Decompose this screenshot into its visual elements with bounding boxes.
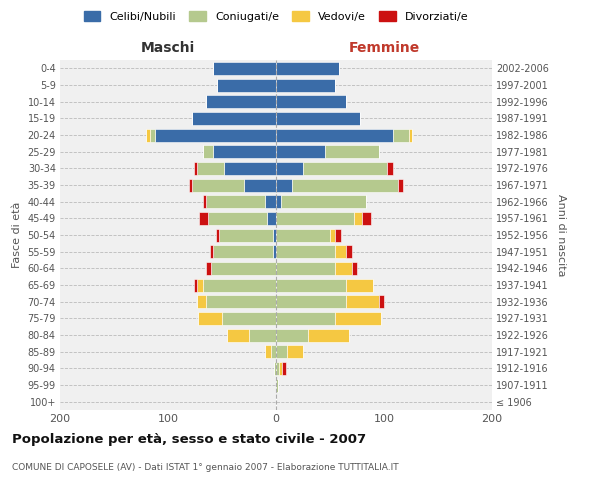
Bar — [281, 195, 365, 208]
Bar — [192, 178, 244, 192]
Bar — [268, 212, 276, 225]
Bar — [276, 145, 325, 158]
Bar — [203, 145, 214, 158]
Bar — [276, 295, 346, 308]
Bar — [244, 178, 276, 192]
Bar — [276, 212, 354, 225]
Bar — [222, 312, 276, 325]
Bar — [274, 362, 276, 375]
Bar — [379, 295, 384, 308]
Bar — [227, 328, 249, 342]
Bar — [276, 362, 279, 375]
Bar — [292, 178, 398, 192]
Bar — [276, 245, 335, 258]
Bar — [335, 262, 352, 275]
Bar — [346, 245, 352, 258]
Y-axis label: Anni di nascita: Anni di nascita — [556, 194, 566, 276]
Bar — [335, 245, 346, 258]
Bar — [276, 312, 335, 325]
Bar — [197, 278, 203, 291]
Bar — [276, 95, 346, 108]
Bar — [276, 378, 278, 392]
Bar — [214, 62, 276, 75]
Text: COMUNE DI CAPOSELE (AV) - Dati ISTAT 1° gennaio 2007 - Elaborazione TUTTITALIA.I: COMUNE DI CAPOSELE (AV) - Dati ISTAT 1° … — [12, 462, 398, 471]
Bar — [155, 128, 276, 141]
Bar — [392, 128, 409, 141]
Bar — [271, 345, 276, 358]
Bar — [219, 228, 273, 241]
Bar — [276, 345, 287, 358]
Bar — [335, 312, 381, 325]
Bar — [308, 328, 349, 342]
Bar — [276, 128, 392, 141]
Bar — [276, 278, 346, 291]
Bar — [330, 228, 335, 241]
Bar — [192, 112, 276, 125]
Bar — [214, 145, 276, 158]
Bar — [276, 328, 308, 342]
Text: Popolazione per età, sesso e stato civile - 2007: Popolazione per età, sesso e stato civil… — [12, 432, 366, 446]
Bar — [197, 162, 224, 175]
Bar — [387, 162, 392, 175]
Bar — [188, 178, 192, 192]
Bar — [346, 295, 379, 308]
Text: Maschi: Maschi — [141, 41, 195, 55]
Bar — [276, 162, 303, 175]
Bar — [352, 262, 357, 275]
Bar — [215, 228, 219, 241]
Bar — [287, 345, 303, 358]
Bar — [194, 162, 197, 175]
Bar — [362, 212, 371, 225]
Bar — [276, 262, 335, 275]
Bar — [335, 228, 341, 241]
Y-axis label: Fasce di età: Fasce di età — [12, 202, 22, 268]
Bar — [276, 228, 330, 241]
Bar — [279, 362, 283, 375]
Legend: Celibi/Nubili, Coniugati/e, Vedovi/e, Divorziati/e: Celibi/Nubili, Coniugati/e, Vedovi/e, Di… — [80, 8, 472, 25]
Bar — [276, 195, 281, 208]
Text: Femmine: Femmine — [349, 41, 419, 55]
Bar — [325, 145, 379, 158]
Bar — [206, 95, 276, 108]
Bar — [198, 312, 222, 325]
Bar — [249, 328, 276, 342]
Bar — [214, 245, 273, 258]
Bar — [149, 128, 155, 141]
Bar — [217, 78, 276, 92]
Bar — [265, 195, 276, 208]
Bar — [354, 212, 362, 225]
Bar — [206, 262, 211, 275]
Bar — [283, 362, 286, 375]
Bar — [276, 178, 292, 192]
Bar — [197, 295, 206, 308]
Bar — [203, 278, 276, 291]
Bar — [346, 278, 373, 291]
Bar — [206, 295, 276, 308]
Bar — [224, 162, 276, 175]
Bar — [194, 278, 197, 291]
Bar — [211, 262, 276, 275]
Bar — [208, 212, 268, 225]
Bar — [273, 228, 276, 241]
Bar — [276, 78, 335, 92]
Bar — [210, 245, 214, 258]
Bar — [409, 128, 412, 141]
Bar — [398, 178, 403, 192]
Bar — [199, 212, 208, 225]
Bar — [146, 128, 149, 141]
Bar — [265, 345, 271, 358]
Bar — [276, 112, 360, 125]
Bar — [206, 195, 265, 208]
Bar — [203, 195, 206, 208]
Bar — [276, 62, 338, 75]
Bar — [273, 245, 276, 258]
Bar — [303, 162, 387, 175]
